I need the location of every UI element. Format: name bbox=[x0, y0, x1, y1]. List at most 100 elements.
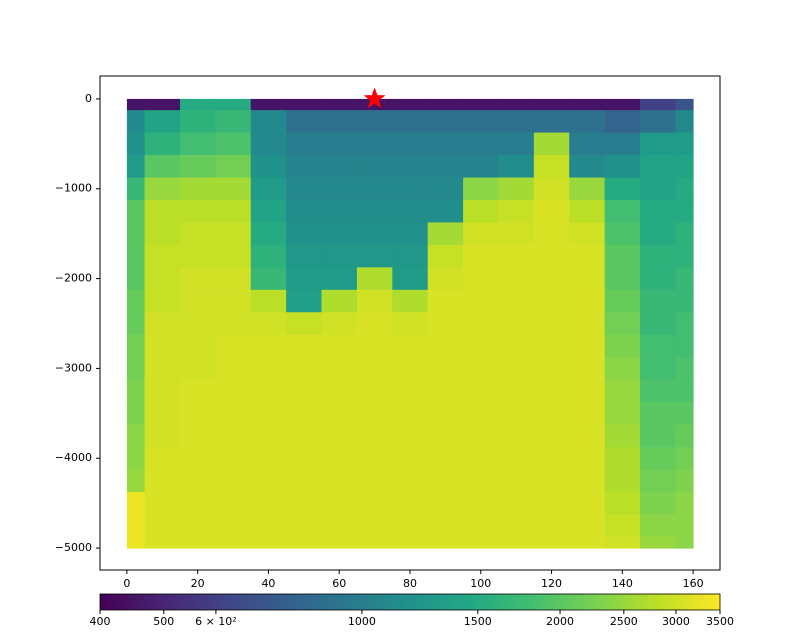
heat-cell bbox=[250, 110, 287, 134]
heat-cell bbox=[640, 424, 676, 448]
heat-cell bbox=[463, 334, 499, 358]
heat-cell bbox=[463, 177, 499, 201]
heat-cell bbox=[126, 379, 146, 403]
heat-cell bbox=[675, 199, 694, 223]
heat-cell bbox=[533, 222, 570, 246]
heat-cell bbox=[179, 244, 216, 268]
heat-cell bbox=[498, 199, 535, 223]
heat-cell bbox=[321, 312, 358, 336]
heat-cell bbox=[215, 536, 252, 549]
heat-cell bbox=[215, 491, 252, 515]
heat-cell bbox=[392, 402, 429, 426]
heat-cell bbox=[215, 514, 252, 538]
heat-cell bbox=[321, 424, 358, 448]
heat-cell bbox=[250, 536, 287, 549]
heat-cell bbox=[392, 98, 429, 111]
heat-cell bbox=[640, 447, 676, 470]
heat-cell bbox=[126, 447, 146, 470]
heat-cell bbox=[286, 379, 323, 403]
colorbar-tick-label: 400 bbox=[90, 615, 111, 628]
heat-cell bbox=[356, 491, 393, 515]
heat-cell bbox=[604, 199, 641, 223]
heat-cell bbox=[427, 110, 464, 134]
heat-cell bbox=[356, 334, 393, 358]
heat-cell bbox=[569, 536, 606, 549]
heat-cell bbox=[286, 110, 323, 134]
heat-cell bbox=[356, 155, 393, 179]
heat-cell bbox=[463, 132, 499, 156]
colorbar-tick-label: 3000 bbox=[662, 615, 690, 628]
heat-cell bbox=[533, 447, 570, 470]
heat-cell bbox=[286, 98, 323, 111]
heat-cell bbox=[640, 110, 676, 134]
heat-cell bbox=[250, 469, 287, 493]
x-tick-label: 20 bbox=[191, 577, 205, 590]
heat-cell bbox=[675, 98, 694, 111]
heat-cell bbox=[286, 469, 323, 493]
heat-cell bbox=[533, 514, 570, 538]
heat-cell bbox=[144, 110, 181, 134]
heat-cell bbox=[356, 222, 393, 246]
heat-cell bbox=[250, 424, 287, 448]
heat-cell bbox=[356, 110, 393, 134]
colorbar bbox=[99, 593, 721, 611]
heat-cell bbox=[215, 244, 252, 268]
heat-cell bbox=[321, 402, 358, 426]
heat-cell bbox=[498, 469, 535, 493]
heat-cell bbox=[250, 244, 287, 268]
heat-cell bbox=[392, 424, 429, 448]
heat-cell bbox=[144, 402, 181, 426]
heat-cell bbox=[569, 447, 606, 470]
heat-cell bbox=[356, 424, 393, 448]
heat-cell bbox=[640, 155, 676, 179]
heat-cell bbox=[144, 469, 181, 493]
x-tick-label: 80 bbox=[403, 577, 417, 590]
heat-cell bbox=[215, 155, 252, 179]
heat-cell bbox=[604, 132, 641, 156]
heat-cell bbox=[498, 132, 535, 156]
heat-cell bbox=[604, 98, 641, 111]
heat-cell bbox=[126, 132, 146, 156]
heat-cell bbox=[179, 357, 216, 381]
heat-cell bbox=[179, 424, 216, 448]
heat-cell bbox=[144, 222, 181, 246]
heat-cell bbox=[356, 379, 393, 403]
heat-cell bbox=[427, 177, 464, 201]
heat-cell bbox=[215, 199, 252, 223]
heat-cell bbox=[215, 177, 252, 201]
heat-cell bbox=[427, 312, 464, 336]
heat-cell bbox=[321, 334, 358, 358]
heat-cell bbox=[392, 155, 429, 179]
x-tick-label: 100 bbox=[470, 577, 491, 590]
heat-cell bbox=[640, 244, 676, 268]
heat-cell bbox=[392, 110, 429, 134]
heat-cell bbox=[215, 447, 252, 470]
heat-cell bbox=[427, 447, 464, 470]
heat-cell bbox=[533, 469, 570, 493]
heat-cell bbox=[675, 222, 694, 246]
colorbar-tick-label: 2500 bbox=[610, 615, 638, 628]
heat-cell bbox=[569, 199, 606, 223]
heat-cell bbox=[286, 357, 323, 381]
heat-cell bbox=[215, 222, 252, 246]
heat-cell bbox=[675, 357, 694, 381]
heat-cell bbox=[427, 155, 464, 179]
heat-cell bbox=[179, 177, 216, 201]
heat-cell bbox=[215, 424, 252, 448]
heat-cell bbox=[604, 222, 641, 246]
heat-cell bbox=[179, 267, 216, 291]
heat-cell bbox=[533, 98, 570, 111]
heat-cell bbox=[250, 357, 287, 381]
heat-cell bbox=[498, 402, 535, 426]
heat-cell bbox=[321, 491, 358, 515]
heat-cell bbox=[215, 379, 252, 403]
heat-cell bbox=[286, 222, 323, 246]
heat-cell bbox=[640, 469, 676, 493]
heat-cell bbox=[144, 536, 181, 549]
heat-cell bbox=[179, 222, 216, 246]
heat-cell bbox=[675, 289, 694, 313]
heat-cell bbox=[640, 98, 676, 111]
heat-cell bbox=[463, 222, 499, 246]
heat-cell bbox=[498, 155, 535, 179]
heat-cell bbox=[569, 222, 606, 246]
